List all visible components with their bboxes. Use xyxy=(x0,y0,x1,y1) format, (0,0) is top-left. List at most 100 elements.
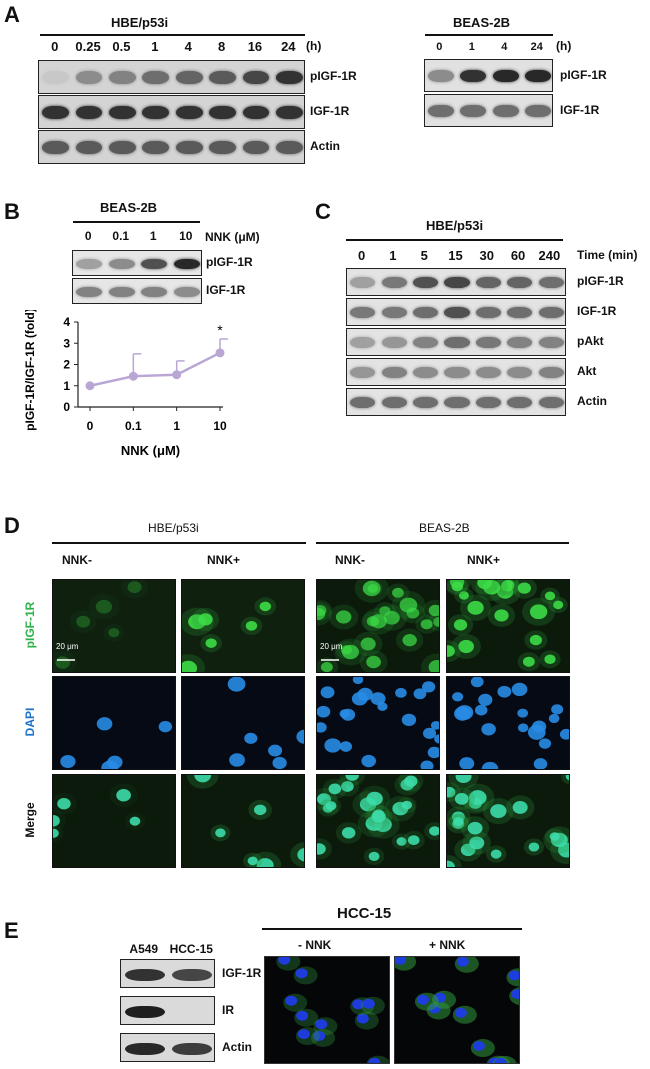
blot-row-label: Actin xyxy=(577,394,607,408)
blot-band xyxy=(507,307,533,319)
panel-e-micrograph xyxy=(394,956,520,1064)
blot-band xyxy=(209,106,236,120)
y-tick-label: 3 xyxy=(63,336,70,350)
micrograph xyxy=(446,676,570,770)
micrograph xyxy=(316,774,440,868)
data-point xyxy=(172,370,182,380)
blot-band xyxy=(75,71,103,85)
blot-band xyxy=(524,104,551,118)
blot-band xyxy=(381,277,407,289)
timepoint-label: 24 xyxy=(281,39,296,54)
timepoint-label: 1 xyxy=(149,229,157,243)
timepoint-label: 0 xyxy=(436,41,443,53)
x-axis-label: NNK (μM) xyxy=(121,443,180,458)
blot-band xyxy=(109,141,136,155)
blot-band xyxy=(507,337,533,349)
y-axis-label: pIGF-1R/IGF-1R (fold) xyxy=(23,310,37,431)
blot-row-label: pAkt xyxy=(577,334,604,348)
timepoint-label: 1 xyxy=(151,39,159,54)
blot-band xyxy=(141,286,168,297)
blot-row-label: pIGF-1R xyxy=(577,274,624,288)
panel-d-group-2: BEAS-2B xyxy=(419,521,470,535)
panel-e-label-minus: - NNK xyxy=(298,938,332,952)
y-tick-label: 2 xyxy=(63,358,70,372)
panel-label-c: C xyxy=(315,199,331,224)
blot-band xyxy=(350,337,376,349)
panel-c-underline xyxy=(346,239,563,241)
blot-band xyxy=(109,106,136,120)
y-tick-label: 1 xyxy=(63,379,70,393)
blot-row-label: IGF-1R xyxy=(206,283,246,297)
blot-band xyxy=(538,307,564,319)
blot-band xyxy=(275,141,303,155)
micrograph xyxy=(316,579,440,673)
panel-e-label-plus: + NNK xyxy=(429,938,466,952)
blot-strip xyxy=(346,358,566,386)
blot-band xyxy=(507,367,533,379)
micrograph xyxy=(446,774,570,868)
blot-band xyxy=(475,307,501,319)
timepoint-label: 8 xyxy=(217,39,226,54)
blot-band xyxy=(460,104,487,118)
timepoint-label: 0 xyxy=(51,39,59,54)
blot-strip xyxy=(72,250,202,276)
panel-a-right-title: BEAS-2B xyxy=(453,15,511,30)
timepoint-label: 5 xyxy=(420,248,428,263)
blot-band xyxy=(172,968,213,981)
blot-band xyxy=(108,286,135,297)
timepoint-label: 30 xyxy=(479,248,495,263)
blot-band xyxy=(175,141,203,155)
panel-d-group-2-underline xyxy=(316,542,569,544)
blot-strip xyxy=(424,59,553,92)
blot-row-label: IGF-1R xyxy=(310,104,350,118)
blot-band xyxy=(475,367,501,379)
blot-row-label: IGF-1R xyxy=(560,102,600,117)
timepoint-label: 4 xyxy=(184,39,192,54)
blot-band xyxy=(76,286,103,297)
timepoint-label: 15 xyxy=(448,248,463,263)
panel-c-title: HBE/p53i xyxy=(426,218,484,233)
blot-band xyxy=(381,307,407,319)
blot-strip xyxy=(346,328,566,356)
blot-band xyxy=(141,258,168,269)
blot-band xyxy=(381,397,407,409)
blot-band xyxy=(142,141,170,155)
blot-band xyxy=(242,106,270,120)
data-point xyxy=(128,371,138,381)
blot-band xyxy=(538,277,564,289)
panel-d-group-1: HBE/p53i xyxy=(148,521,199,535)
micrograph xyxy=(52,579,176,673)
blot-band xyxy=(124,968,165,981)
timepoint-label: 0.5 xyxy=(112,39,131,54)
panel-c-unit: Time (min) xyxy=(577,248,638,262)
x-tick-label: 0.1 xyxy=(125,419,142,433)
blot-band xyxy=(413,397,439,409)
blot-band xyxy=(108,258,135,269)
timepoint-label: 240 xyxy=(538,248,561,263)
timepoint-label: 10 xyxy=(179,229,193,243)
blot-strip xyxy=(38,60,305,94)
panel-d-column-label: NNK+ xyxy=(467,553,501,567)
x-tick-label: 0 xyxy=(87,419,94,433)
timepoint-label: 24 xyxy=(530,41,543,53)
blot-band xyxy=(492,104,519,118)
blot-band xyxy=(444,367,470,379)
panel-d-column-label: NNK- xyxy=(62,553,92,567)
blot-band xyxy=(492,69,519,83)
timepoint-label: 60 xyxy=(510,248,526,263)
y-tick-label: 0 xyxy=(63,400,70,414)
panel-label-e: E xyxy=(4,918,19,943)
blot-band xyxy=(507,277,533,289)
y-tick-label: 4 xyxy=(63,315,70,329)
blot-row-label: IGF-1R xyxy=(577,304,617,318)
blot-row-label: Actin xyxy=(222,1039,252,1054)
panel-d-column-label: NNK+ xyxy=(207,553,241,567)
panel-d-group-1-underline xyxy=(52,542,306,544)
blot-band xyxy=(275,71,303,85)
panel-d-row-label: pIGF-1R xyxy=(23,601,37,649)
blot-band xyxy=(42,141,70,155)
blot-band xyxy=(538,337,564,349)
blot-strip xyxy=(120,959,215,988)
blot-band xyxy=(444,307,470,319)
x-tick-label: 10 xyxy=(213,419,227,433)
